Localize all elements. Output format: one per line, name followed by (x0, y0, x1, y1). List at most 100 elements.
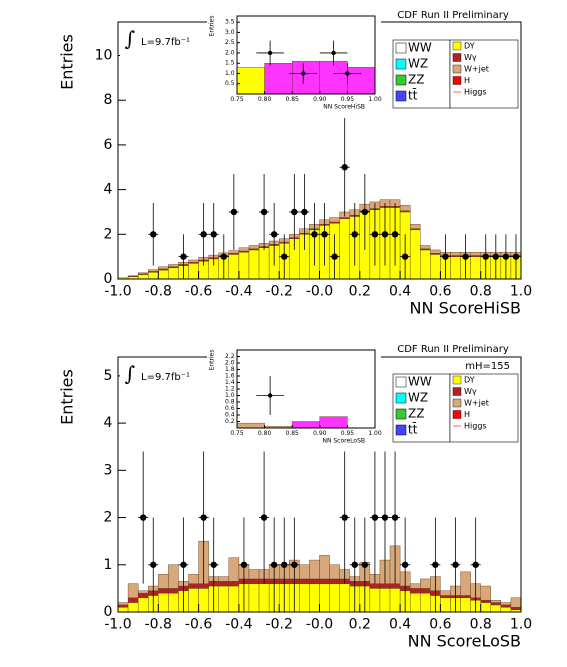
histogram-bar (480, 585, 491, 601)
legend-swatch (395, 74, 407, 86)
histogram-bar (490, 602, 502, 606)
histogram-bar (389, 588, 401, 613)
histogram-bar (188, 259, 199, 263)
histogram-bar (137, 597, 149, 613)
histogram-bar (329, 583, 340, 613)
data-point (281, 253, 288, 260)
x-tick-label: 0.75 (230, 430, 244, 437)
histogram-bar (409, 224, 421, 229)
x-tick-label: 0.8 (470, 617, 492, 633)
y-tick-label: 0.5 (225, 80, 235, 87)
histogram-bar (168, 267, 179, 280)
x-tick-label: -1.0 (104, 617, 131, 633)
histogram-bar (500, 604, 512, 608)
histogram-bar (248, 249, 260, 280)
histogram-bar (470, 251, 481, 256)
histogram-bar (236, 67, 265, 95)
legend-swatch (395, 392, 407, 404)
histogram-bar (158, 592, 169, 613)
legend-swatch (452, 76, 462, 85)
legend-label: H (464, 76, 470, 85)
y-tick-label: 2.0 (225, 49, 235, 56)
legend-swatch (452, 398, 462, 408)
data-point (180, 253, 187, 260)
data-point (401, 561, 409, 568)
data-point (351, 231, 358, 238)
x-tick-label: 1.0 (510, 284, 532, 300)
histogram-bar (158, 269, 169, 280)
histogram-bar (188, 583, 199, 589)
x-tick-label: 0.90 (313, 96, 327, 103)
data-point (311, 231, 318, 238)
histogram-bar (420, 592, 431, 613)
histogram-bar (258, 247, 270, 280)
legend-swatch (395, 42, 407, 54)
histogram-bar (510, 607, 522, 610)
data-point (345, 71, 350, 76)
x-tick-label: 1.00 (368, 96, 382, 103)
y-tick-label: 0.6 (225, 405, 235, 412)
data-point (381, 514, 389, 521)
histogram-bar (420, 588, 431, 594)
histogram-bar (248, 569, 260, 580)
histogram-bar (248, 583, 260, 613)
data-point (301, 71, 306, 76)
x-tick-label: 0.2 (349, 284, 371, 300)
plot-area (237, 350, 375, 428)
y-tick-label: 4 (103, 415, 112, 431)
legend-label: Wγ (464, 387, 477, 396)
data-point (452, 561, 459, 568)
data-point (267, 393, 273, 398)
data-point (260, 208, 268, 216)
data-point (331, 253, 338, 260)
histogram-bar (127, 597, 139, 603)
histogram-bar (198, 588, 209, 613)
histogram-bar (188, 574, 199, 584)
data-point (462, 253, 469, 260)
legend-swatch (452, 410, 462, 419)
data-point (391, 514, 399, 521)
histogram-bar (319, 583, 330, 613)
y-tick-label: 0.4 (225, 412, 235, 419)
data-point (291, 208, 298, 216)
x-tick-label: -0.8 (145, 284, 172, 300)
y-axis-title: Entries (58, 369, 77, 425)
data-point (270, 561, 278, 568)
histogram-bar (440, 597, 451, 613)
data-point (341, 164, 348, 171)
histogram-bar (198, 583, 209, 589)
y-tick-label: 1.2 (225, 386, 235, 393)
x-tick-label: -0.2 (266, 284, 293, 300)
x-tick-label: 0.6 (429, 284, 451, 300)
histogram-bar (292, 421, 321, 429)
histogram-bar (379, 588, 391, 613)
histogram-bar (299, 564, 310, 580)
chart-title: CDF Run II Preliminary (397, 344, 509, 355)
histogram-bar (460, 595, 471, 599)
lumi-symbol: ∫ (125, 27, 135, 51)
histogram-bar (450, 256, 461, 280)
histogram-bar (500, 607, 512, 613)
histogram-bar (369, 588, 381, 613)
legend-label: WZ (408, 391, 428, 405)
legend-label: W+jet (464, 399, 489, 408)
histogram-bar (309, 583, 320, 613)
histogram-bar (409, 229, 421, 280)
histogram-bar (319, 60, 348, 95)
y-tick-label: 2 (103, 510, 112, 526)
x-tick-label: 0.90 (313, 430, 327, 437)
x-tick-label: 0.6 (429, 617, 451, 633)
legend-swatch (395, 408, 407, 420)
data-point (502, 253, 510, 260)
y-tick-label: 0.8 (225, 399, 235, 406)
histogram-bar (490, 599, 502, 603)
x-tick-label: -0.4 (225, 284, 252, 300)
y-tick-label: 6 (103, 137, 112, 153)
x-tick-label: 0.80 (258, 430, 272, 437)
x-tick-label: -0.4 (225, 617, 252, 633)
histogram-bar (158, 574, 169, 589)
histogram-bar (399, 205, 411, 212)
data-point (230, 208, 238, 216)
histogram-bar (228, 250, 240, 254)
x-tick-label: -1.0 (104, 284, 131, 300)
